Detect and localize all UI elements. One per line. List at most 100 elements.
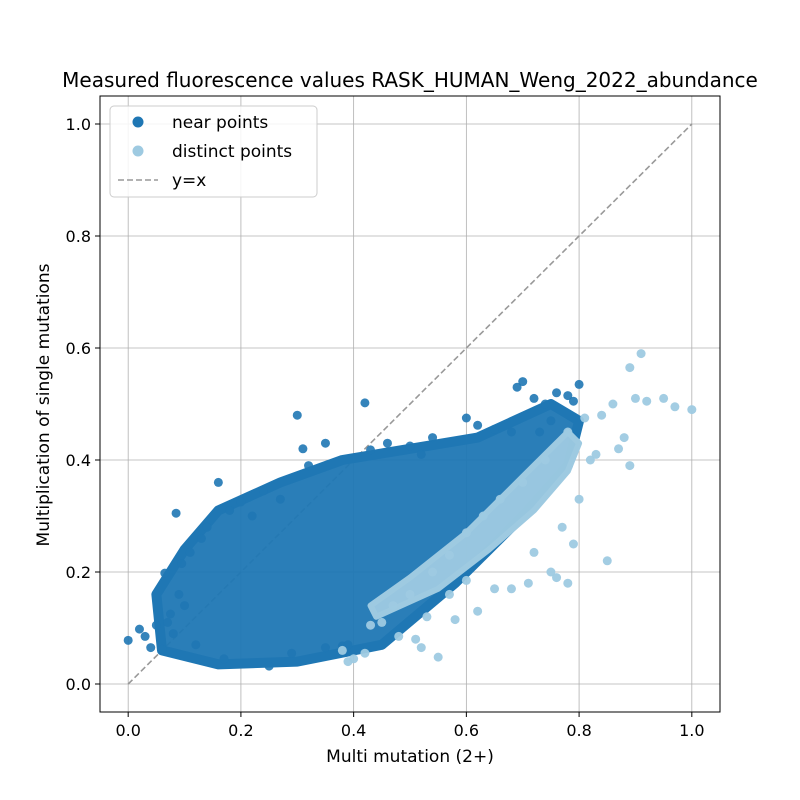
near-point (360, 398, 370, 408)
plot-area-frame (99, 95, 721, 713)
near-point (168, 629, 178, 639)
near-point (151, 620, 161, 630)
distinct-point (568, 539, 578, 549)
distinct-point (360, 648, 370, 658)
distinct-point (428, 567, 438, 577)
x-tick-label: 0.0 (115, 721, 140, 740)
chart-title: Measured fluorescence values RASK_HUMAN_… (62, 68, 758, 92)
near-point (568, 396, 578, 406)
distinct-point (602, 556, 612, 566)
near-point (506, 427, 516, 437)
near-point (177, 559, 187, 569)
near-point (490, 424, 500, 434)
y-tick-label: 0.4 (66, 451, 91, 470)
distinct-point (687, 405, 697, 415)
x-axis-ticks: 0.0 0.2 0.4 0.6 0.8 1.0 (115, 712, 705, 740)
near-point (320, 643, 330, 653)
near-point (146, 643, 156, 653)
legend-label-distinct: distinct points (172, 142, 292, 162)
distinct-point (444, 589, 454, 599)
distinct-point (642, 396, 652, 406)
near-point (264, 661, 274, 671)
near-point (174, 589, 184, 599)
distinct-point (630, 393, 640, 403)
distinct-point (388, 601, 398, 611)
near-point (540, 399, 550, 409)
distinct-point (461, 575, 471, 585)
near-point (416, 449, 426, 459)
y-tick-label: 0.0 (66, 675, 91, 694)
x-axis-label: Multi mutation (2+) (326, 747, 494, 767)
distinct-point (444, 550, 454, 560)
near-point (258, 486, 268, 496)
distinct-point (619, 433, 629, 443)
reference-line-group (127, 123, 693, 685)
distinct-point (614, 444, 624, 454)
distinct-point (518, 477, 528, 487)
distinct-point (585, 455, 595, 465)
near-point (287, 648, 297, 658)
distinct-point (546, 567, 556, 577)
legend-label-reference: y=x (172, 171, 206, 191)
near-point (191, 640, 201, 650)
distinct-point (608, 399, 618, 409)
near-point (298, 444, 308, 454)
near-point (157, 644, 167, 654)
distinct-point (349, 654, 359, 664)
distinct-point (433, 652, 443, 662)
near-point (225, 505, 235, 515)
distinct-point (405, 589, 415, 599)
legend-marker-near (132, 116, 144, 128)
near-point (134, 624, 144, 634)
near-point (196, 533, 206, 543)
distinct-point (394, 631, 404, 641)
near-point (123, 635, 133, 645)
near-point (236, 497, 246, 507)
distinct-point (597, 410, 607, 420)
distinct-point (659, 393, 669, 403)
near-point (304, 461, 314, 471)
near-point (213, 477, 223, 487)
distinct-point (416, 643, 426, 653)
near-point (180, 601, 190, 611)
near-point (546, 416, 556, 426)
distinct-point (495, 494, 505, 504)
near-point (247, 511, 257, 521)
near-point (535, 427, 545, 437)
distinct-point (557, 522, 567, 532)
distinct-point (636, 349, 646, 359)
near-point (428, 433, 438, 443)
y-axis-label: Multiplication of single mutations (34, 263, 54, 546)
legend-label-near: near points (172, 113, 268, 133)
distinct-point (377, 617, 387, 627)
near-point (405, 441, 415, 451)
near-point (320, 438, 330, 448)
distinct-point (563, 578, 573, 588)
distinct-point (563, 427, 573, 437)
distinct-point (574, 494, 584, 504)
near-point (512, 382, 522, 392)
near-point (366, 445, 376, 455)
reference-line-y-equals-x (127, 123, 693, 685)
near-point (202, 522, 212, 532)
near-point (185, 547, 195, 557)
near-point (165, 609, 175, 619)
near-point (160, 568, 170, 578)
near-point (461, 413, 471, 423)
distinct-point (422, 612, 432, 622)
y-tick-label: 1.0 (66, 115, 91, 134)
near-point (563, 391, 573, 401)
legend-marker-distinct (132, 145, 144, 157)
y-tick-label: 0.6 (66, 339, 91, 358)
near-point (292, 410, 302, 420)
distinct-point (540, 455, 550, 465)
near-point (343, 640, 353, 650)
x-tick-label: 1.0 (679, 721, 704, 740)
x-tick-label: 0.2 (228, 721, 253, 740)
distinct-point (506, 584, 516, 594)
distinct-point (552, 573, 562, 583)
distinct-point (450, 615, 460, 625)
distinct-points-band (367, 429, 583, 620)
distinct-point (625, 363, 635, 373)
